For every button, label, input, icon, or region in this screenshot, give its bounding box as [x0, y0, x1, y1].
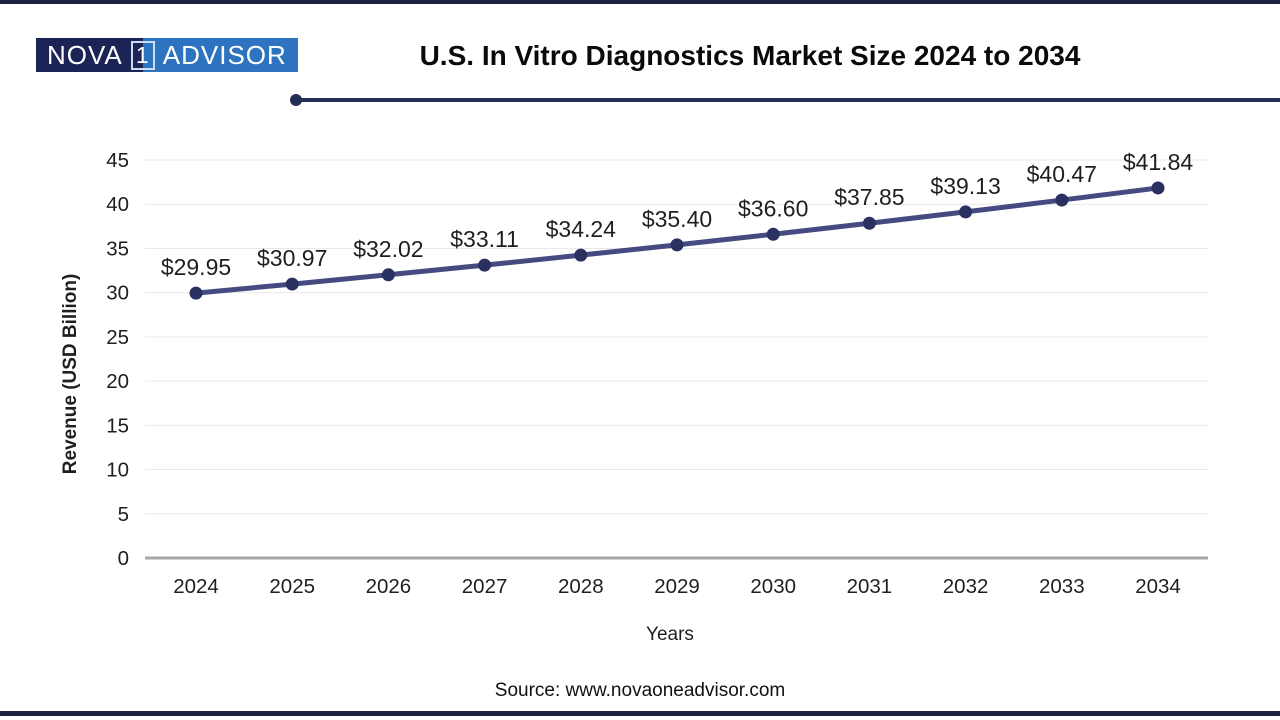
bottom-accent-bar [0, 711, 1280, 716]
data-point-marker [766, 227, 780, 241]
y-tick-label: 15 [106, 414, 129, 437]
data-point-label: $40.47 [1027, 161, 1097, 187]
data-point-label: $35.40 [642, 206, 712, 232]
data-point-marker [478, 258, 492, 272]
data-point-label: $34.24 [546, 216, 617, 242]
x-tick-label: 2029 [654, 575, 700, 598]
data-point-marker [862, 216, 876, 230]
header-divider-dot-icon [290, 94, 302, 106]
logo-one-box: 1 [130, 40, 155, 70]
data-point-label: $37.85 [834, 184, 904, 210]
data-point-marker [959, 205, 973, 219]
x-tick-label: 2034 [1135, 575, 1181, 598]
y-tick-label: 35 [106, 237, 129, 260]
y-tick-label: 0 [118, 547, 129, 570]
source-text: Source: www.novaoneadvisor.com [494, 680, 786, 701]
x-tick-label: 2027 [462, 575, 508, 598]
logo-text-advisor: ADVISOR [159, 38, 298, 72]
data-point-label: $36.60 [738, 195, 808, 221]
data-point-label: $33.11 [450, 226, 519, 252]
data-point-label: $32.02 [353, 236, 423, 262]
data-point-label: $30.97 [257, 245, 327, 271]
y-tick-label: 40 [106, 193, 129, 216]
y-tick-label: 45 [106, 149, 129, 172]
x-tick-label: 2032 [943, 575, 989, 598]
y-tick-label: 30 [106, 282, 129, 305]
data-point-marker [670, 238, 684, 252]
x-tick-label: 2026 [366, 575, 412, 598]
x-tick-label: 2024 [173, 575, 219, 598]
y-tick-label: 10 [106, 459, 129, 482]
y-tick-label: 5 [118, 503, 129, 526]
x-tick-label: 2031 [847, 575, 893, 598]
nova-one-advisor-logo: NOVA 1 ADVISOR [36, 38, 298, 72]
x-tick-label: 2033 [1039, 575, 1085, 598]
data-point-marker [285, 277, 299, 291]
y-axis-title: Revenue (USD Billion) [60, 274, 81, 475]
data-point-label: $39.13 [930, 173, 1000, 199]
x-tick-label: 2028 [558, 575, 604, 598]
top-accent-bar [0, 0, 1280, 4]
data-point-marker [1055, 193, 1069, 207]
x-axis-title: Years [646, 624, 694, 645]
x-tick-label: 2030 [750, 575, 796, 598]
logo-text-nova: NOVA [36, 38, 126, 72]
y-tick-label: 25 [106, 326, 129, 349]
data-point-marker [574, 248, 588, 262]
x-tick-label: 2025 [269, 575, 315, 598]
data-point-marker [1151, 181, 1165, 195]
data-point-marker [189, 286, 203, 300]
chart-title: U.S. In Vitro Diagnostics Market Size 20… [419, 40, 1081, 71]
data-point-label: $41.84 [1123, 149, 1194, 175]
logo-one-segment: 1 [125, 38, 160, 72]
y-tick-label: 20 [106, 370, 129, 393]
data-point-label: $29.95 [161, 254, 231, 280]
header-divider-line [296, 98, 1280, 102]
data-point-marker [381, 268, 395, 282]
